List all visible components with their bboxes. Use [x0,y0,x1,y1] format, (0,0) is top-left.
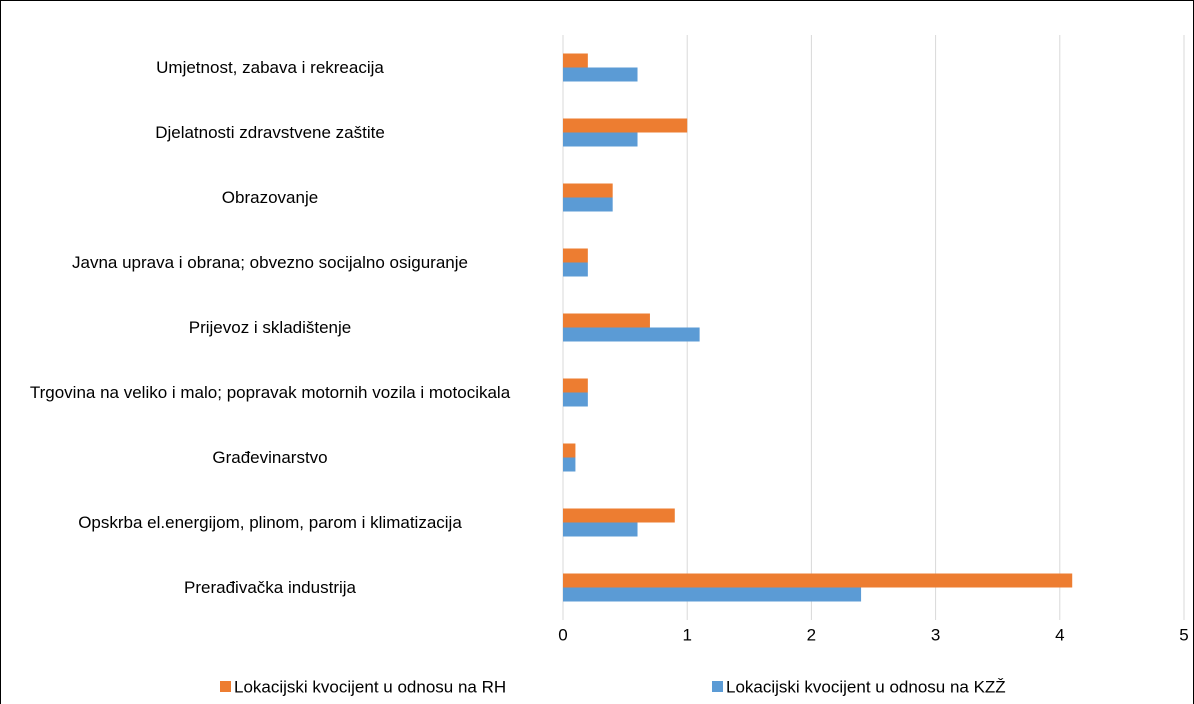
legend-label: Lokacijski kvocijent u odnosu na KZŽ [726,677,1006,696]
bar [563,508,675,523]
bar [563,378,588,393]
bar [563,118,688,133]
bar [563,67,638,82]
y-tick-label: Javna uprava i obrana; obvezno socijalno… [72,252,468,272]
legend-swatch [220,681,231,692]
legend-swatch [712,681,723,692]
bar [563,443,576,458]
x-tick-label: 4 [1055,625,1064,644]
y-tick-label: Obrazovanje [221,187,319,207]
bar [563,392,588,407]
bar [563,587,862,602]
bar [563,327,700,342]
bar [563,573,1073,588]
bar [563,132,638,147]
y-tick-label: Djelatnosti zdravstvene zaštite [155,122,385,142]
x-tick-label: 5 [1179,625,1188,644]
bar [563,262,588,277]
bar [563,183,613,198]
x-tick-label: 2 [807,625,816,644]
y-tick-label: Prerađivačka industrija [184,577,356,597]
bar [563,522,638,537]
bar [563,197,613,212]
bar [563,53,588,68]
y-tick-label: Prijevoz i skladištenje [188,317,352,337]
y-tick-label: Građevinarstvo [212,447,328,467]
y-tick-label: Trgovina na veliko i malo; popravak moto… [29,382,511,402]
x-tick-label: 3 [931,625,940,644]
bar [563,248,588,263]
y-tick-label: Umjetnost, zabava i rekreacija [156,57,384,77]
bar [563,313,650,328]
x-tick-label: 0 [558,625,567,644]
legend-label: Lokacijski kvocijent u odnosu na RH [234,677,506,696]
bar [563,457,576,472]
y-tick-label: Opskrba el.energijom, plinom, parom i kl… [78,512,462,532]
x-tick-label: 1 [682,625,691,644]
